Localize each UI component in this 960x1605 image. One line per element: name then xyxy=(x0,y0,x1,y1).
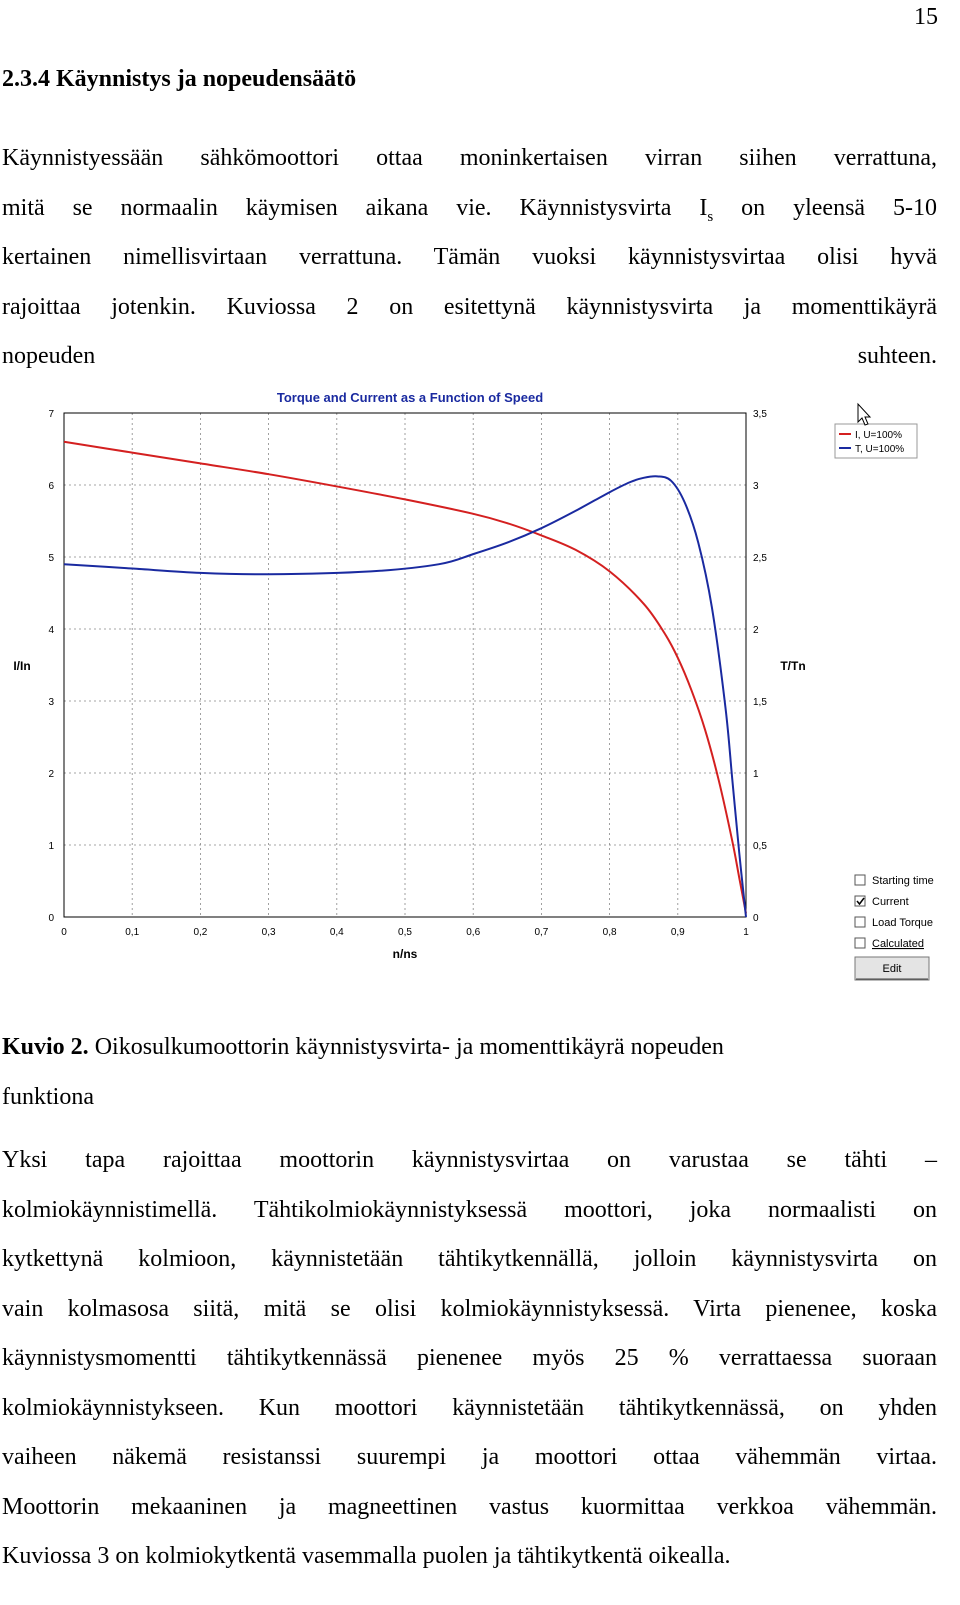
y-right-label: T/Tn xyxy=(780,659,805,673)
y-right-tick-label: 2,5 xyxy=(753,553,767,564)
text-line: kytkettynä kolmioon, käynnistetään tähti… xyxy=(2,1246,937,1272)
y-left-tick-label: 7 xyxy=(48,409,54,420)
paragraph-intro: Käynnistyessään sähkömoottori ottaa moni… xyxy=(2,134,937,382)
caption-label: Kuvio 2. xyxy=(2,1034,89,1060)
y-left-tick-label: 0 xyxy=(48,913,54,924)
text-line: rajoittaa jotenkin. Kuviossa 2 on esitet… xyxy=(2,293,937,320)
check-icon xyxy=(856,897,865,906)
legend-label-torque: T, U=100% xyxy=(855,444,904,455)
text-line: kertainen nimellisvirtaan verrattuna. Tä… xyxy=(2,244,937,270)
text-line: Kuviossa 3 on kolmiokytkentä vasemmalla … xyxy=(2,1543,731,1569)
text-line: kolmiokäynnistykseen. Kun moottori käynn… xyxy=(2,1394,937,1421)
x-tick-label: 0,8 xyxy=(603,927,617,938)
x-tick-label: 1 xyxy=(743,927,749,938)
svg-text:Current: Current xyxy=(872,896,909,908)
text-line: vaiheen näkemä resistanssi suurempi ja m… xyxy=(2,1444,937,1470)
y-right-tick-label: 0,5 xyxy=(753,841,767,852)
y-left-tick-label: 1 xyxy=(48,841,54,852)
chart-series xyxy=(63,440,747,918)
chart-legend: I, U=100% T, U=100% xyxy=(834,423,918,459)
text-line: käynnistysmomentti tähtikytkennässä pien… xyxy=(2,1345,937,1371)
text-line: Yksi tapa rajoittaa moottorin käynnistys… xyxy=(2,1147,937,1173)
x-tick-label: 0,2 xyxy=(193,927,207,938)
svg-text:Calculated: Calculated xyxy=(872,938,924,950)
text-line: nopeuden suhteen. xyxy=(2,343,937,369)
checkbox-load-torque[interactable]: Load Torque xyxy=(854,916,933,929)
y-left-tick-label: 4 xyxy=(48,625,54,636)
y-right-tick-label: 2 xyxy=(753,625,759,636)
checkbox-current[interactable]: Current xyxy=(854,895,909,908)
caption-text: Oikosulkumoottorin käynnistysvirta- ja m… xyxy=(88,1034,724,1060)
y-left-label: I/In xyxy=(13,659,30,673)
text-line: Käynnistyessään sähkömoottori ottaa moni… xyxy=(2,145,937,171)
x-tick-label: 0 xyxy=(61,927,67,938)
chart-controls: Starting time Current Load Torque Calcul… xyxy=(854,874,934,981)
y-left-tick-label: 2 xyxy=(48,769,54,780)
x-tick-label: 0,7 xyxy=(534,927,548,938)
y-right-tick-label: 3 xyxy=(753,481,759,492)
x-tick-label: 0,6 xyxy=(466,927,480,938)
x-tick-label: 0,1 xyxy=(125,927,139,938)
chart-title: Torque and Current as a Function of Spee… xyxy=(277,390,543,405)
svg-text:Edit: Edit xyxy=(883,963,902,975)
x-tick-label: 0,3 xyxy=(262,927,276,938)
legend-label-current: I, U=100% xyxy=(855,430,902,441)
checkbox-calculated[interactable]: Calculated xyxy=(854,937,924,950)
page-number: 15 xyxy=(914,4,938,30)
y-right-tick-label: 0 xyxy=(753,913,759,924)
x-tick-label: 0,4 xyxy=(330,927,344,938)
paragraph-star-delta: Yksi tapa rajoittaa moottorin käynnistys… xyxy=(2,1136,937,1582)
mouse-cursor-icon xyxy=(857,402,872,426)
y-left-tick-label: 3 xyxy=(48,697,54,708)
svg-text:Starting time: Starting time xyxy=(872,875,934,887)
chart-grid xyxy=(64,413,746,917)
text-line: Moottorin mekaaninen ja magneettinen vas… xyxy=(2,1493,937,1520)
y-right-tick-label: 1 xyxy=(753,769,759,780)
y-right-tick-label: 1,5 xyxy=(753,697,767,708)
plot-frame xyxy=(63,412,747,918)
y-left-tick-label: 6 xyxy=(48,481,54,492)
x-tick-label: 0,5 xyxy=(398,927,412,938)
torque-current-chart: Torque and Current as a Function of Spee… xyxy=(13,390,934,981)
text-line: kolmiokäynnistimellä. Tähtikolmiokäynnis… xyxy=(2,1196,937,1223)
x-tick-label: 0,9 xyxy=(671,927,685,938)
checkbox-starting-time[interactable]: Starting time xyxy=(854,874,934,887)
y-right-tick-label: 3,5 xyxy=(753,409,767,420)
text-line: mitä se normaalin käymisen aikana vie. K… xyxy=(2,194,937,225)
torque-series-line xyxy=(63,475,747,918)
svg-text:Load Torque: Load Torque xyxy=(872,917,933,929)
edit-button[interactable]: Edit xyxy=(854,956,930,981)
current-series-line xyxy=(63,440,747,914)
text-line: vain kolmasosa siitä, mitä se olisi kolm… xyxy=(2,1295,937,1322)
y-left-tick-label: 5 xyxy=(48,553,54,564)
axis-ticks: 0 0,1 0,2 0,3 0,4 0,5 0,6 0,7 0,8 0,9 10 01 0,52 13 1,… xyxy=(48,409,767,938)
figure-caption: Kuvio 2. Oikosulkumoottorin käynnistysvi… xyxy=(2,1023,937,1122)
section-heading: 2.3.4 Käynnistys ja nopeudensäätö xyxy=(2,66,357,92)
caption-text-continued: funktiona xyxy=(2,1083,94,1110)
x-axis-label: n/ns xyxy=(393,947,418,961)
